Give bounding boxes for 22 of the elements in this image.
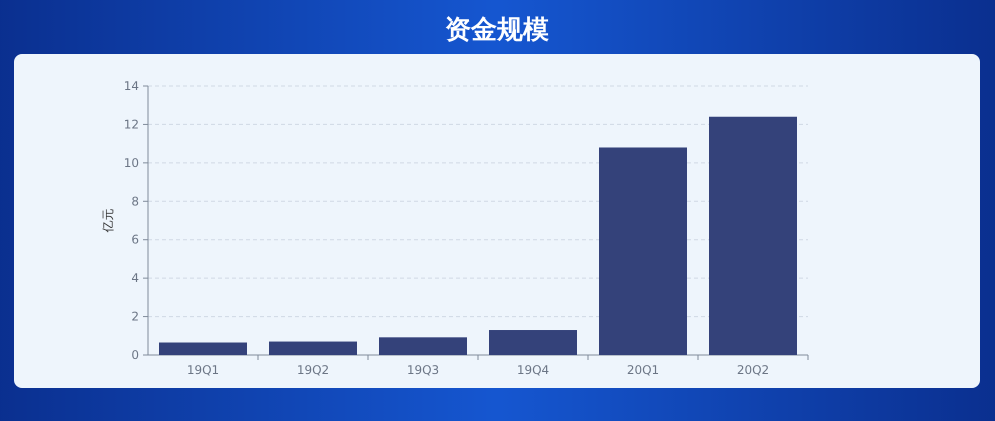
bar bbox=[709, 116, 797, 355]
y-tick-label: 6 bbox=[131, 232, 139, 247]
y-axis-title: 亿元 bbox=[101, 208, 115, 234]
y-tick-label: 2 bbox=[131, 310, 139, 324]
x-tick-label: 20Q1 bbox=[626, 363, 660, 377]
x-tick-label: 19Q2 bbox=[296, 363, 330, 377]
chart-title: 资金规模 bbox=[445, 15, 549, 45]
x-tick-label: 20Q2 bbox=[736, 363, 770, 377]
bar bbox=[599, 147, 687, 355]
x-tick-label: 19Q1 bbox=[186, 363, 220, 377]
bar bbox=[379, 337, 467, 355]
y-tick-label: 8 bbox=[131, 194, 139, 208]
y-tick-label: 10 bbox=[124, 156, 139, 170]
bar bbox=[269, 342, 357, 355]
bar bbox=[159, 342, 247, 355]
x-tick-label: 19Q4 bbox=[516, 363, 550, 377]
y-tick-label: 0 bbox=[131, 348, 139, 362]
y-tick-label: 4 bbox=[131, 271, 139, 286]
y-tick-label: 12 bbox=[124, 117, 139, 132]
bar bbox=[489, 330, 577, 355]
y-tick-label: 14 bbox=[124, 79, 139, 93]
x-tick-label: 19Q3 bbox=[406, 363, 440, 377]
